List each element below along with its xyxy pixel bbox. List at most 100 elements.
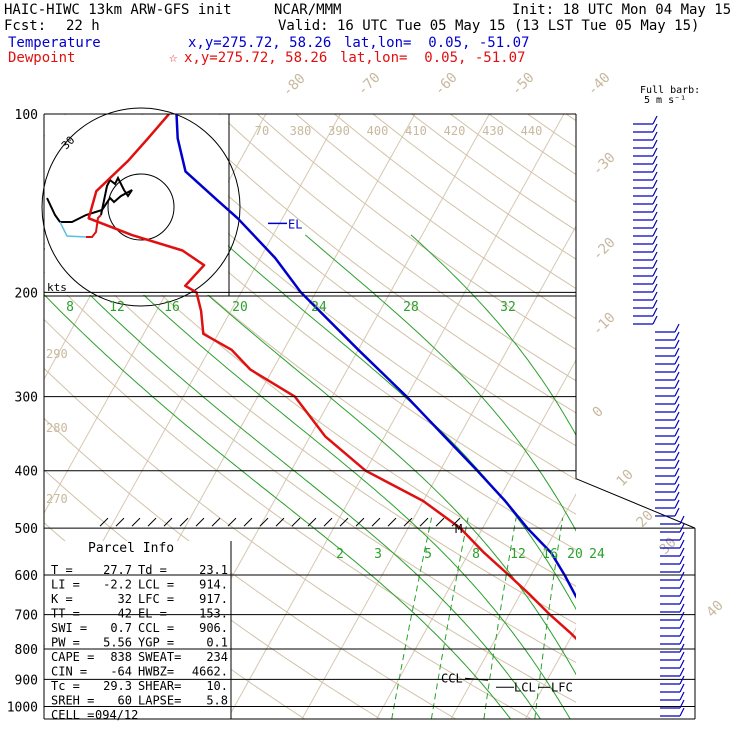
wind-barb-flag [679, 675, 685, 685]
mixing-ratio-line [615, 518, 636, 719]
legend-dewpoint-latlon: lat,lon= 0.05, -51.07 [340, 50, 526, 66]
mixing-ratio-line [483, 517, 517, 719]
isotherm-line [525, 627, 576, 719]
wind-barb-flag [652, 275, 658, 285]
moist-adiabat [410, 234, 576, 437]
wind-barb-flag [679, 531, 685, 541]
hatch-mark [387, 517, 397, 527]
dry-adiabat [488, 114, 576, 176]
parcel-info-value: 914. [199, 578, 228, 592]
parcel-info-label: T = [51, 563, 73, 577]
wind-barb-flag [679, 651, 685, 661]
wind-barb-flag [652, 315, 658, 325]
isotherm-label: 10 [614, 467, 637, 490]
wind-barb-flag [674, 323, 680, 333]
parcel-info-value: 42 [118, 607, 132, 621]
theta-label: 70 [255, 124, 269, 138]
moist-adiabat [304, 234, 576, 532]
parcel-info-value: 917. [199, 592, 228, 606]
hodograph-ring-outer [41, 107, 241, 307]
hodograph-trace-upper [46, 175, 133, 223]
wind-barb-flag [652, 163, 658, 173]
isotherm-label: -50 [509, 70, 538, 99]
wind-barb-flag [679, 691, 685, 701]
parcel-info-label: CIN = [51, 665, 87, 679]
wind-barb-flag [652, 219, 658, 229]
dry-adiabat [44, 367, 532, 719]
series-dewpoint [87, 114, 576, 641]
model-center: NCAR/MMM [274, 2, 342, 18]
hodograph-trace-low [86, 214, 102, 238]
mixing-ratio-label: 12 [510, 547, 526, 562]
legend-temperature-label: Temperature [8, 35, 101, 51]
dry-adiabat [44, 178, 576, 587]
wind-barb-flag [652, 251, 658, 261]
wind-barb-flag [674, 475, 680, 485]
wind-barb-flag [679, 603, 685, 613]
isotherm-line [227, 114, 565, 719]
parcel-info-label: PW = [51, 636, 80, 650]
moist-adiabat-label: 20 [232, 300, 248, 315]
barb-legend-line2: 5 m s⁻¹ [644, 95, 686, 106]
mixing-ratio-label: 5 [424, 547, 432, 562]
parcel-info-title: Parcel Info [88, 541, 174, 556]
isotherm-line [0, 114, 42, 719]
wind-barb-flag [652, 299, 658, 309]
init-time: Init: 18 UTC Mon 04 May 15 [512, 2, 732, 18]
moist-adiabat-label: 12 [109, 300, 125, 315]
pressure-label-400: 400 [15, 465, 38, 480]
isotherm-label: -30 [590, 150, 619, 179]
wind-barb-flag [679, 683, 685, 693]
isotherm-label: -20 [590, 235, 619, 264]
wind-barb-flag [652, 283, 658, 293]
isotherm-label: -80 [280, 71, 309, 100]
parcel-info-value: 23.1 [199, 563, 228, 577]
wind-barb-flag [674, 459, 680, 469]
barb-legend-line1: Full barb: [640, 85, 700, 96]
legend-temperature-latlon: lat,lon= 0.05, -51.07 [344, 35, 530, 51]
wind-barb-flag [652, 131, 658, 141]
hodograph-background [45, 115, 228, 295]
wind-barb-flag [674, 363, 680, 373]
dry-adiabat [44, 318, 576, 703]
wind-barb-flag [652, 243, 658, 253]
wind-barb-flag [652, 291, 658, 301]
wind-barb-flag [679, 707, 685, 717]
parcel-info-label: CCL = [138, 621, 174, 635]
parcel-info-value: 60 [118, 694, 132, 708]
wind-barb-flag [674, 499, 680, 509]
mixing-ratio-label: 16 [542, 547, 558, 562]
hatch-mark [307, 517, 317, 527]
parcel-info-value: -64 [110, 665, 132, 679]
wind-barb-flag [679, 699, 685, 709]
dry-adiabat [44, 133, 576, 551]
parcel-info-label: CELL = [51, 708, 94, 722]
parcel-info-value: 0.7 [110, 621, 132, 635]
moist-adiabat-label: 8 [66, 300, 74, 315]
hatch-mark [243, 517, 253, 527]
wind-barb-flag [674, 347, 680, 357]
parcel-info-value: 838 [110, 650, 132, 664]
theta-label: 420 [444, 124, 466, 138]
moist-adiabat [215, 234, 576, 611]
wind-barb-flag [674, 331, 680, 341]
moist-adiabat-label: 32 [500, 300, 516, 315]
mixing-ratio-label: 3 [374, 547, 382, 562]
legend-dewpoint-label: Dewpoint [8, 50, 76, 66]
hatch-mark [259, 517, 269, 527]
parcel-info-value: 5.8 [206, 694, 228, 708]
isotherm-label: -70 [355, 70, 384, 99]
lfc-label: LFC [551, 680, 573, 694]
wind-barb-flag [652, 267, 658, 277]
wind-barb-flag [679, 595, 685, 605]
dry-adiabat [179, 114, 576, 414]
moist-adiabat-label: 24 [311, 300, 327, 315]
theta-label: 290 [46, 347, 68, 361]
hatch-mark [179, 517, 189, 527]
wind-barb-flag [652, 195, 658, 205]
pressure-label-1000: 1000 [7, 700, 38, 715]
wind-barb-flag [679, 619, 685, 629]
mixing-ratio-line [430, 517, 469, 719]
wind-barb-flag [679, 635, 685, 645]
theta-label: 390 [328, 124, 350, 138]
